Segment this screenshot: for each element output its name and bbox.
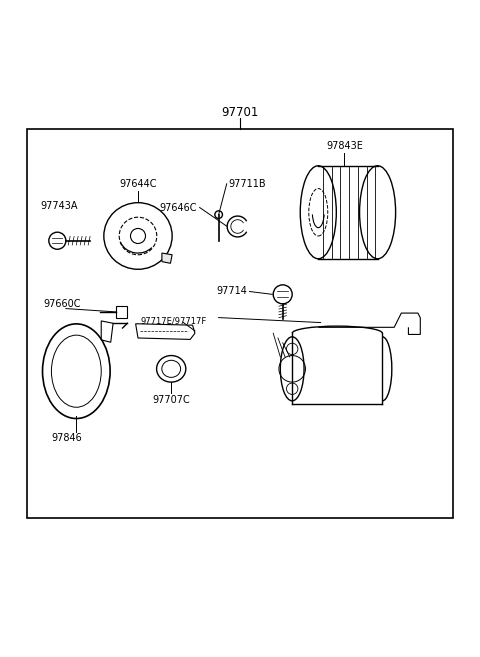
Text: 97701: 97701 [221,106,259,119]
Polygon shape [162,253,172,263]
Text: 97644C: 97644C [119,179,157,189]
Text: 97743A: 97743A [41,201,78,211]
Text: 97646C: 97646C [160,202,197,212]
Text: 97714: 97714 [216,286,247,296]
Bar [116,306,127,317]
Bar [26,129,454,518]
Text: 97846: 97846 [51,433,82,443]
Text: 97843E: 97843E [326,141,363,150]
Text: 97660C: 97660C [43,299,81,309]
Text: 97707C: 97707C [152,395,190,405]
Text: 97711B: 97711B [228,179,266,189]
Text: 97717E/97717F: 97717E/97717F [140,317,206,325]
